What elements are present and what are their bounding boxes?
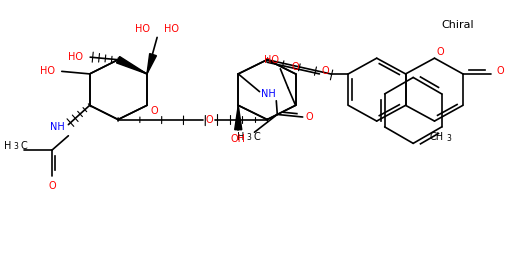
Text: Chiral: Chiral	[441, 20, 474, 30]
Text: NH: NH	[261, 89, 276, 99]
Text: O: O	[48, 182, 56, 192]
Text: H: H	[237, 132, 244, 142]
Text: HO: HO	[135, 24, 151, 34]
Text: H: H	[4, 141, 12, 151]
Polygon shape	[234, 105, 242, 130]
Text: OH: OH	[231, 134, 246, 144]
Text: 3: 3	[246, 133, 251, 142]
Text: C: C	[253, 132, 260, 142]
Polygon shape	[117, 56, 147, 74]
Text: 3: 3	[14, 142, 18, 151]
Text: NH: NH	[50, 122, 65, 132]
Text: O: O	[437, 47, 444, 57]
Text: O: O	[151, 107, 158, 116]
Text: O: O	[292, 62, 300, 72]
Text: HO: HO	[164, 24, 179, 34]
Text: HO: HO	[69, 52, 83, 62]
Text: O: O	[496, 66, 504, 76]
Text: O: O	[322, 66, 329, 76]
Text: O: O	[306, 112, 313, 122]
Text: HO: HO	[40, 66, 55, 76]
Text: 3: 3	[446, 134, 451, 143]
Polygon shape	[147, 54, 157, 74]
Text: CH: CH	[430, 132, 444, 142]
Text: O: O	[205, 115, 213, 125]
Text: HO: HO	[264, 55, 279, 65]
Text: C: C	[21, 141, 28, 151]
